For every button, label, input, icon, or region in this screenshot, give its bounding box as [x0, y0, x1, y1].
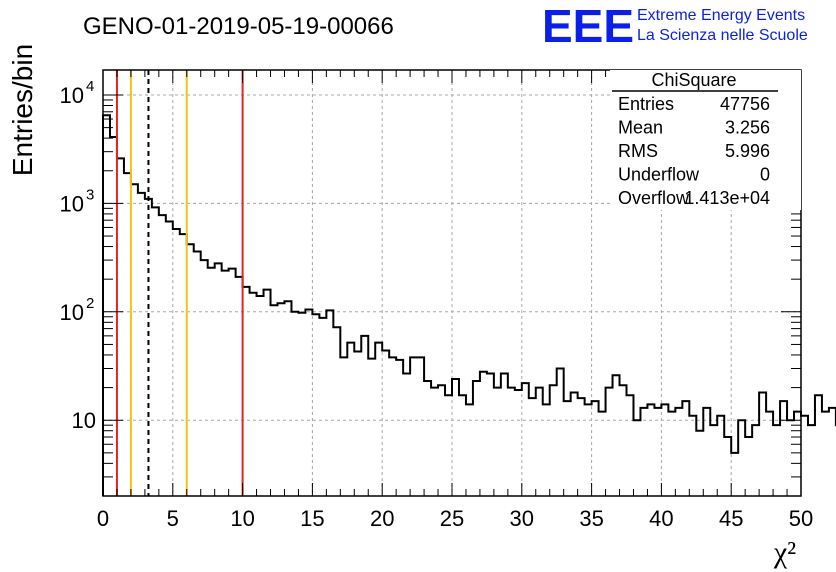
logo-mark: EEE	[542, 0, 634, 52]
y-axis-label: Entries/bin	[7, 44, 38, 176]
x-tick-label: 35	[579, 506, 603, 531]
x-tick-label: 20	[370, 506, 394, 531]
stats-row-value: 47756	[720, 94, 770, 114]
x-tick-label: 25	[440, 506, 464, 531]
stats-row-value: 1.413e+04	[684, 188, 770, 208]
histogram-series	[102, 114, 836, 496]
stats-box-title: ChiSquare	[651, 70, 736, 90]
eee-logo: EEE Extreme Energy Events La Scienza nel…	[542, 0, 808, 52]
y-tick-label: 10	[60, 300, 84, 325]
logo-line-2: La Scienza nelle Scuole	[637, 27, 808, 44]
x-tick-label: 45	[719, 506, 743, 531]
y-tick-exponent: 4	[86, 78, 94, 95]
stats-row-label: Mean	[618, 118, 663, 138]
stats-rows: Entries 47756 Mean 3.256 RMS 5.996 Underflow 0 O…	[618, 94, 770, 208]
x-tick-label: 5	[167, 506, 179, 531]
stats-row-label: Underflow	[618, 165, 700, 185]
stats-row-label: Entries	[618, 94, 674, 114]
x-tick-label: 0	[97, 506, 109, 531]
x-axis-label: χ²	[773, 536, 796, 569]
y-tick-label: 10	[60, 83, 84, 108]
x-tick-label: 10	[230, 506, 254, 531]
x-tick-label: 40	[649, 506, 673, 531]
y-tick-label: 10	[72, 408, 96, 433]
y-tick-label: 10	[60, 191, 84, 216]
stats-box: ChiSquare Entries 47756 Mean 3.256 RMS 5.996 U…	[610, 70, 801, 210]
y-tick-exponent: 2	[86, 295, 94, 312]
y-tick-exponent: 3	[86, 186, 94, 203]
x-tick-labels: 0 5 10 15 20 25 30 35 40 45 50	[97, 506, 813, 531]
chart-title: GENO-01-2019-05-19-00066	[83, 13, 394, 40]
threshold-lines	[115, 70, 244, 496]
x-tick-label: 30	[510, 506, 534, 531]
stats-box-background	[610, 70, 801, 210]
stats-row-value: 0	[760, 165, 770, 185]
histogram-outline	[102, 114, 836, 496]
stats-row-label: RMS	[618, 141, 658, 161]
x-tick-label: 50	[789, 506, 813, 531]
axis-ticks	[102, 70, 802, 497]
x-tick-label: 15	[300, 506, 324, 531]
stats-row-value: 3.256	[725, 118, 770, 138]
logo-line-1: Extreme Energy Events	[637, 7, 805, 24]
stats-row-value: 5.996	[725, 141, 770, 161]
stats-row-label: Overflow	[618, 188, 690, 208]
